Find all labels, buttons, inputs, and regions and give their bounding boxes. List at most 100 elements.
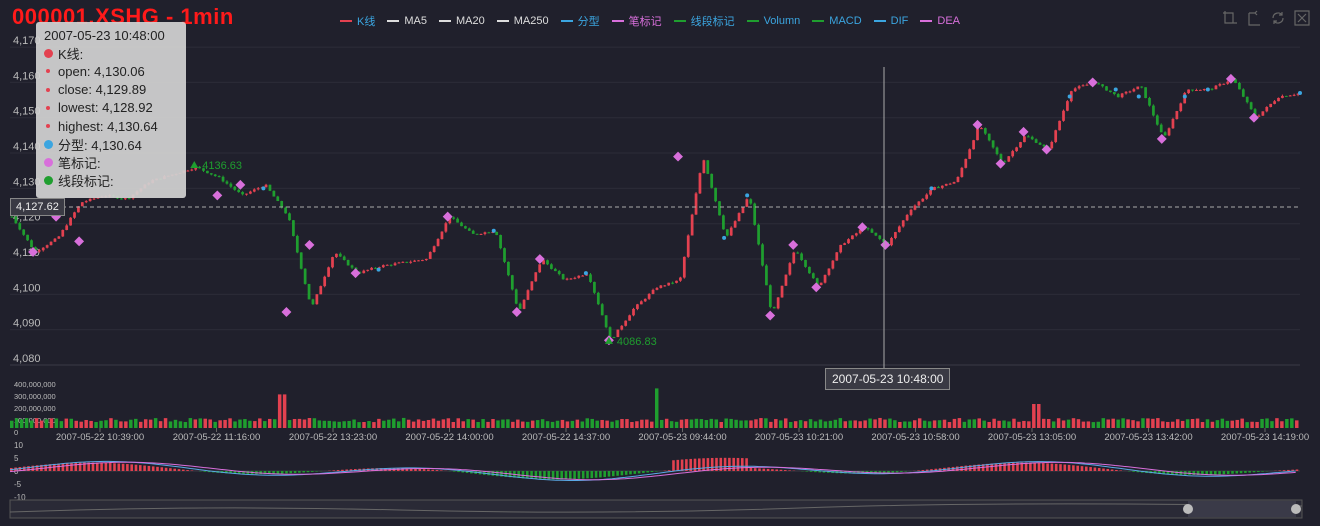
x-tick-label: 2007-05-22 14:37:00 — [522, 432, 610, 443]
vol-y-tick: 300,000,000 — [14, 392, 56, 401]
candle-body — [233, 186, 237, 190]
vol-bar — [808, 419, 813, 428]
macd-bar — [147, 465, 151, 471]
macd-bar — [1024, 462, 1028, 471]
macd-bar — [779, 469, 783, 471]
macd-bar — [156, 466, 159, 471]
macd-bar — [491, 471, 495, 476]
candle-body — [57, 236, 61, 239]
legend-item-1[interactable]: MA5 — [387, 13, 427, 29]
candle-body — [577, 275, 581, 278]
legend-item-8[interactable]: MACD — [812, 13, 862, 29]
vol-bar — [1265, 418, 1269, 428]
macd-bar — [1046, 463, 1049, 471]
candle-body — [1140, 86, 1144, 88]
vol-bar — [833, 419, 838, 428]
restore-icon[interactable] — [1270, 10, 1286, 26]
candle-body — [608, 327, 612, 338]
macd-bar — [620, 471, 624, 476]
candle-body — [198, 166, 201, 169]
macd-bar — [848, 471, 852, 474]
vol-bar — [734, 419, 738, 428]
vol-bar — [248, 420, 252, 428]
vol-bar — [590, 418, 594, 428]
vol-bar — [957, 418, 962, 428]
vol-bar — [843, 421, 848, 428]
vol-bar — [947, 422, 952, 428]
candle-body — [647, 293, 651, 299]
macd-panel: 1050-5-10 — [9, 441, 1300, 502]
vol-bar — [39, 420, 44, 428]
macd-bar — [83, 462, 86, 471]
candle-body — [976, 128, 979, 141]
bi-marker — [304, 239, 315, 250]
candle-body — [245, 193, 248, 195]
legend-item-2[interactable]: MA20 — [438, 13, 485, 29]
vol-bar — [302, 419, 307, 428]
datazoom-slider[interactable] — [9, 499, 1303, 519]
save-image-icon[interactable] — [1294, 10, 1310, 26]
macd-bar — [1282, 470, 1286, 471]
candle-body — [495, 231, 499, 236]
legend-item-9[interactable]: DIF — [873, 13, 908, 29]
macd-bar — [1072, 465, 1075, 471]
candle-body — [452, 217, 456, 219]
candle-body — [1191, 89, 1194, 91]
fx-marker — [1205, 87, 1210, 92]
vol-bar — [927, 421, 932, 428]
macd-bar — [637, 471, 641, 474]
dea-line — [9, 461, 1296, 481]
candle-body — [991, 140, 995, 148]
candle-body — [335, 253, 338, 258]
candle-body — [659, 285, 663, 288]
vol-bar — [1290, 418, 1294, 428]
candle-body — [120, 198, 123, 200]
candle-body — [14, 216, 18, 224]
macd-bar — [1226, 471, 1230, 474]
legend-label: MACD — [829, 15, 862, 27]
macd-bar — [1239, 471, 1243, 474]
candle-body — [1112, 92, 1116, 95]
zoom-reset-icon[interactable] — [1246, 10, 1262, 26]
vol-bar — [863, 420, 867, 428]
vol-bar — [178, 421, 183, 428]
tooltip-xd: 线段标记: — [58, 174, 114, 190]
legend-item-10[interactable]: DEA — [920, 13, 960, 29]
macd-bar — [1153, 471, 1157, 474]
candle-body — [980, 128, 983, 130]
candle-body — [378, 267, 381, 269]
candle-body — [10, 216, 14, 218]
zoom-icon[interactable] — [1222, 10, 1238, 26]
legend-item-4[interactable]: 分型 — [560, 13, 600, 29]
macd-bar — [61, 463, 65, 471]
legend-item-0[interactable]: K线 — [340, 13, 375, 29]
vol-bar — [823, 421, 828, 428]
candle-body — [413, 260, 416, 262]
candle-body — [811, 273, 815, 279]
legend-item-7[interactable]: Volumn — [746, 13, 800, 29]
macd-bar — [586, 471, 589, 479]
vol-bar — [516, 419, 520, 428]
vol-bar — [312, 418, 317, 428]
vol-bar — [511, 421, 515, 428]
legend-swatch — [673, 20, 686, 22]
vol-bar — [59, 421, 64, 428]
candle-body — [1050, 141, 1054, 149]
macd-bar — [749, 467, 753, 471]
legend-item-5[interactable]: 笔标记 — [611, 13, 662, 29]
macd-bar — [242, 471, 245, 475]
candle-body — [1085, 84, 1089, 86]
bi-marker — [1087, 77, 1098, 88]
legend-item-6[interactable]: 线段标记 — [673, 13, 735, 29]
candle-body — [327, 267, 330, 277]
macd-bar — [427, 469, 430, 471]
vol-bar — [367, 421, 371, 428]
vol-bar — [1180, 420, 1185, 428]
candle-body — [987, 133, 991, 141]
candle-body — [1019, 142, 1022, 148]
vol-bar — [659, 419, 664, 428]
legend-item-3[interactable]: MA250 — [496, 13, 549, 29]
candle-body — [768, 285, 772, 307]
candle-body — [503, 248, 506, 262]
